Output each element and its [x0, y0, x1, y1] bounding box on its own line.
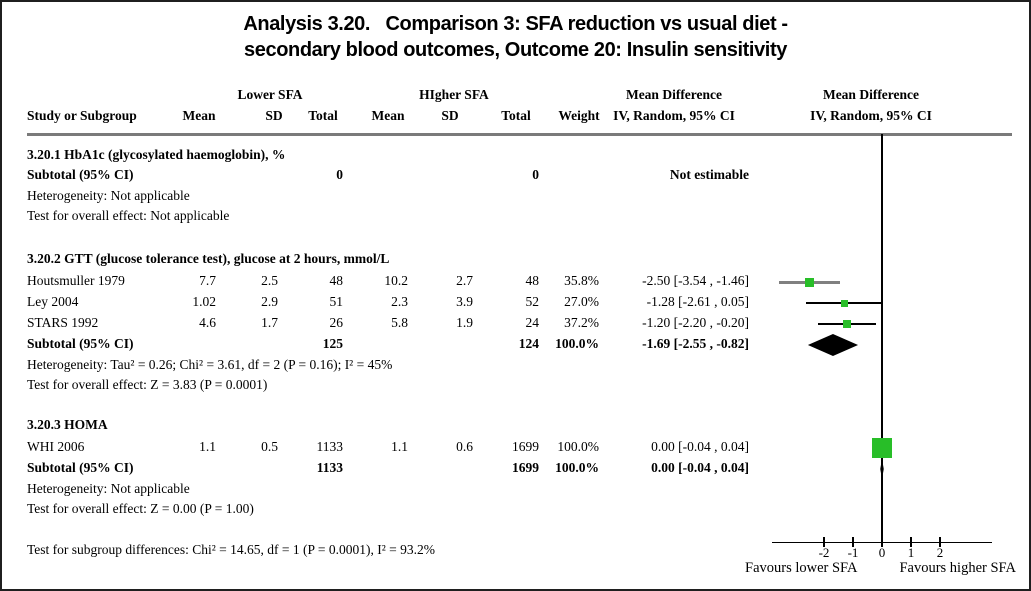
x-axis-line — [772, 542, 992, 544]
col-header-weight: Weight — [558, 107, 600, 123]
md-header-plot-line1: Mean Difference — [822, 86, 920, 102]
subtotal-label: Subtotal (95% CI) — [27, 335, 134, 351]
overall-effect-homa: Test for overall effect: Z = 0.00 (P = 1… — [27, 500, 254, 516]
subtotal-row-hba1c: Subtotal (95% CI) 0 0 Not estimable — [27, 166, 749, 182]
md-header-text-line2: IV, Random, 95% CI — [613, 107, 735, 123]
study-label: WHI 2006 — [27, 438, 85, 454]
zero-effect-line — [881, 134, 883, 543]
subtotal-row-homa: Subtotal (95% CI) 1133 1699 100.0% 0.00 … — [27, 459, 749, 475]
md-header-text-line1: Mean Difference — [625, 86, 723, 102]
subgroup-heading-gtt: 3.20.2 GTT (glucose tolerance test), glu… — [27, 250, 390, 266]
header-separator-line — [27, 133, 1012, 136]
subtotal-row-gtt: Subtotal (95% CI) 125 124 100.0% -1.69 [… — [27, 335, 749, 351]
study-row-ley-2004: Ley 2004 1.02 2.9 51 2.3 3.9 52 27.0% -1… — [27, 293, 749, 309]
study-row-stars-1992: STARS 1992 4.6 1.7 26 5.8 1.9 24 37.2% -… — [27, 314, 749, 330]
heterogeneity-gtt: Heterogeneity: Tau² = 0.26; Chi² = 3.61,… — [27, 356, 393, 372]
md-header-plot-line2: IV, Random, 95% CI — [810, 107, 932, 123]
subtotal-label: Subtotal (95% CI) — [27, 166, 134, 182]
figure-title-line2: secondary blood outcomes, Outcome 20: In… — [244, 39, 787, 61]
heterogeneity-homa: Heterogeneity: Not applicable — [27, 480, 190, 496]
col-header-sd-higher: SD — [441, 107, 459, 123]
subgroup-heading-homa: 3.20.3 HOMA — [27, 416, 108, 432]
study-row-houtsmuller-1979: Houtsmuller 1979 7.7 2.5 48 10.2 2.7 48 … — [27, 272, 749, 288]
subgroup-differences-row: Test for subgroup differences: Chi² = 14… — [27, 541, 436, 557]
favours-left-label: Favours lower SFA — [745, 560, 858, 576]
col-header-sd-lower: SD — [265, 107, 283, 123]
overall-effect-gtt: Test for overall effect: Z = 3.83 (P = 0… — [27, 376, 268, 392]
study-label: Houtsmuller 1979 — [27, 272, 125, 288]
subtotal-label: Subtotal (95% CI) — [27, 459, 134, 475]
study-row-whi-2006: WHI 2006 1.1 0.5 1133 1.1 0.6 1699 100.0… — [27, 438, 749, 454]
group-header-row: Lower SFA HIgher SFA Mean Difference Mea… — [2, 84, 1029, 105]
favours-right-label: Favours higher SFA — [899, 560, 1016, 576]
heterogeneity-hba1c: Heterogeneity: Not applicable — [27, 187, 190, 203]
col-header-study: Study or Subgroup — [27, 107, 137, 123]
figure-title: Analysis 3.20. Comparison 3: SFA reducti… — [2, 11, 1029, 63]
column-header-row: Study or Subgroup Mean SD Total Mean SD … — [2, 105, 1029, 126]
subgroup-heading-hba1c: 3.20.1 HbA1c (glycosylated haemoglobin),… — [27, 146, 286, 162]
study-label: STARS 1992 — [27, 314, 99, 330]
group-header-higher-sfa: HIgher SFA — [419, 86, 489, 102]
group-header-lower-sfa: Lower SFA — [237, 86, 303, 102]
col-header-total-higher: Total — [501, 107, 531, 123]
col-header-mean-higher: Mean — [371, 107, 405, 123]
col-header-total-lower: Total — [308, 107, 338, 123]
figure-title-line1: Analysis 3.20. Comparison 3: SFA reducti… — [243, 13, 788, 35]
col-header-mean-lower: Mean — [182, 107, 216, 123]
overall-effect-hba1c: Test for overall effect: Not applicable — [27, 207, 230, 223]
study-label: Ley 2004 — [27, 293, 79, 309]
